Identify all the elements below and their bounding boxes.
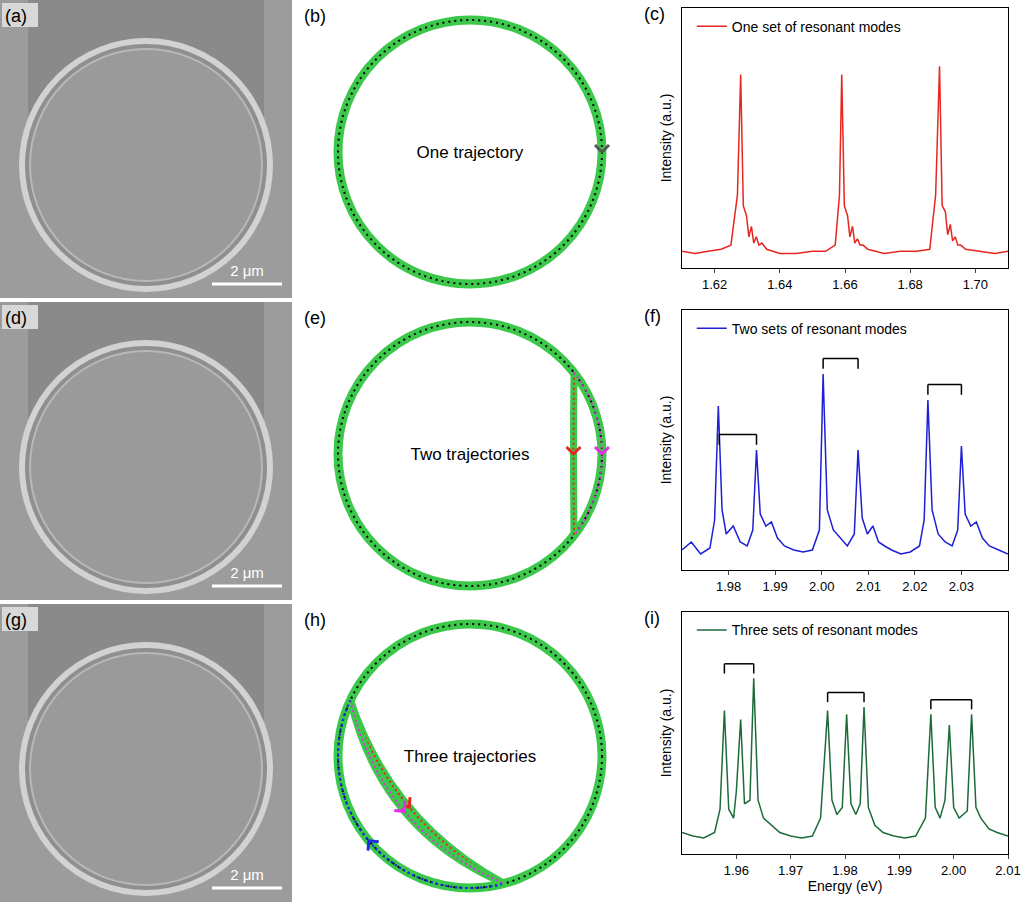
svg-text:Three trajectories: Three trajectories (404, 747, 536, 766)
svg-text:2.00: 2.00 (809, 579, 834, 594)
svg-text:Intensity (a.u.): Intensity (a.u.) (658, 94, 674, 183)
svg-text:1.64: 1.64 (767, 277, 792, 292)
svg-text:Energy (eV): Energy (eV) (808, 878, 883, 894)
svg-text:1.99: 1.99 (762, 579, 787, 594)
svg-text:1.97: 1.97 (778, 863, 803, 878)
svg-text:2.00: 2.00 (941, 863, 966, 878)
svg-text:Three sets of resonant modes: Three sets of resonant modes (732, 622, 918, 638)
svg-text:Two trajectories: Two trajectories (410, 445, 529, 464)
svg-text:1.66: 1.66 (832, 277, 857, 292)
svg-text:2.01: 2.01 (856, 579, 881, 594)
svg-text:1.96: 1.96 (724, 863, 749, 878)
svg-text:1.70: 1.70 (963, 277, 988, 292)
svg-text:Two sets of resonant modes: Two sets of resonant modes (732, 321, 907, 337)
svg-text:1.99: 1.99 (887, 863, 912, 878)
svg-text:2 μm: 2 μm (230, 564, 264, 581)
svg-text:(h): (h) (304, 610, 326, 630)
html-text:(i): (i) (644, 608, 660, 628)
svg-text:Intensity (a.u.): Intensity (a.u.) (658, 689, 674, 778)
svg-text:2 μm: 2 μm (230, 866, 264, 883)
svg-text:1.98: 1.98 (716, 579, 741, 594)
html-text:(f): (f) (644, 306, 661, 326)
svg-text:(g): (g) (5, 610, 27, 630)
svg-text:2 μm: 2 μm (230, 262, 264, 279)
svg-text:(a): (a) (5, 6, 27, 26)
svg-text:1.98: 1.98 (832, 863, 857, 878)
svg-text:Intensity (a.u.): Intensity (a.u.) (658, 396, 674, 485)
svg-text:One set of resonant modes: One set of resonant modes (732, 19, 901, 35)
svg-text:(e): (e) (304, 308, 326, 328)
svg-text:1.62: 1.62 (702, 277, 727, 292)
svg-text:2.01: 2.01 (995, 863, 1020, 878)
html-text:(c): (c) (644, 4, 665, 24)
svg-text:(b): (b) (304, 6, 326, 26)
svg-text:One trajectory: One trajectory (417, 143, 524, 162)
svg-text:(d): (d) (5, 308, 27, 328)
svg-text:2.03: 2.03 (949, 579, 974, 594)
svg-text:1.68: 1.68 (898, 277, 923, 292)
svg-text:2.02: 2.02 (902, 579, 927, 594)
